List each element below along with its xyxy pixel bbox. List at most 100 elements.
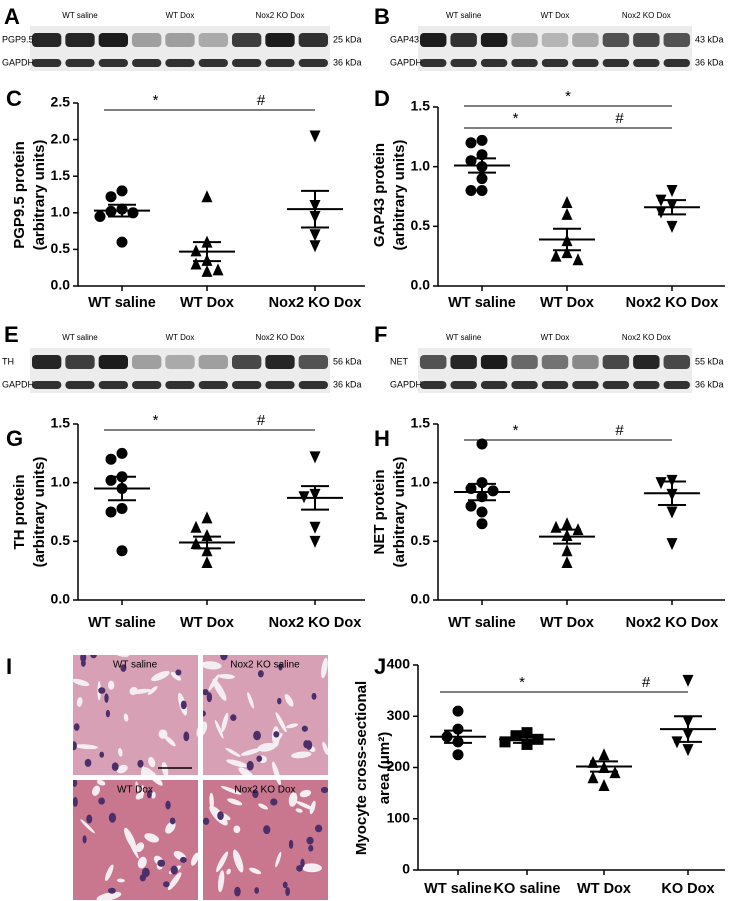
nucleus — [311, 692, 317, 700]
blot-group-label: WT Dox — [541, 333, 570, 342]
panel-letter: I — [6, 654, 12, 679]
data-point — [561, 555, 573, 568]
interstitial-space — [170, 671, 182, 681]
data-point — [476, 438, 488, 450]
blot-band — [132, 381, 162, 389]
data-point — [201, 528, 213, 541]
interstitial-space — [116, 878, 125, 883]
nucleus — [170, 865, 178, 875]
data-point — [105, 453, 117, 465]
y-tick-label: 2.0 — [51, 130, 71, 146]
x-tick-label: KO Dox — [661, 881, 714, 897]
blot-band — [32, 59, 62, 67]
panel-letter: E — [4, 322, 19, 347]
x-tick-label: WT Dox — [577, 881, 631, 897]
significance-mark: # — [615, 422, 624, 439]
nucleus — [157, 859, 166, 867]
blot-band — [480, 381, 508, 389]
blot-band — [420, 381, 447, 389]
x-tick-label: WT saline — [88, 295, 156, 311]
error-bar — [193, 241, 221, 263]
significance-mark: * — [513, 110, 519, 127]
nucleus — [254, 887, 260, 894]
nucleus — [256, 755, 263, 762]
interstitial-space — [191, 852, 199, 866]
significance-mark: * — [519, 674, 525, 691]
blot-size-label: 25 kDa — [333, 34, 362, 44]
blot-band — [541, 33, 569, 47]
blot-band — [232, 381, 262, 389]
interstitial-space — [232, 849, 244, 873]
blot-band — [663, 381, 690, 389]
blot-size-label: 43 kDa — [695, 34, 724, 44]
data-point — [521, 727, 533, 739]
interstitial-space — [165, 821, 176, 834]
blot-band — [541, 381, 569, 389]
blot-band — [98, 59, 128, 67]
data-point — [201, 264, 213, 277]
blot-size-label: 36 kDa — [695, 57, 724, 67]
data-point — [309, 229, 321, 242]
interstitial-space — [151, 670, 170, 682]
blot-band — [572, 355, 599, 369]
nucleus — [183, 731, 190, 742]
data-point — [598, 778, 610, 791]
data-point — [682, 744, 694, 757]
nucleus — [252, 789, 259, 799]
blot-band — [265, 59, 295, 67]
blot-band — [420, 355, 447, 369]
nucleus — [296, 865, 303, 872]
blot-band — [132, 59, 162, 67]
nucleus — [137, 759, 144, 768]
blot-row-label: PGP9.5 — [2, 34, 34, 44]
significance-mark: * — [153, 412, 159, 429]
panel-letter: A — [4, 4, 20, 29]
y-axis-label: NET protein — [371, 470, 388, 555]
x-tick-label: WT saline — [424, 881, 492, 897]
blot-band — [165, 59, 195, 67]
nucleus — [230, 714, 237, 722]
y-axis-label: (arbitrary units) — [31, 457, 48, 568]
panel-letter: G — [6, 426, 23, 451]
blot-band — [232, 33, 262, 47]
interstitial-space — [161, 762, 169, 777]
x-tick-label: WT Dox — [180, 615, 234, 631]
nucleus — [234, 886, 241, 897]
blot-band — [132, 33, 162, 47]
blot-band — [98, 381, 128, 389]
blot-band — [198, 33, 228, 47]
data-point — [476, 477, 488, 489]
nucleus — [169, 817, 176, 825]
nucleus — [306, 836, 314, 845]
interstitial-space — [221, 712, 229, 733]
significance-mark: # — [257, 92, 266, 109]
data-point — [561, 195, 573, 208]
data-point — [201, 511, 213, 524]
y-tick-label: 0.5 — [411, 532, 431, 548]
blot-band — [450, 381, 477, 389]
nucleus — [257, 670, 264, 678]
x-tick-label: WT Dox — [540, 615, 594, 631]
blot-group-label: WT saline — [446, 333, 482, 342]
data-point — [666, 185, 678, 198]
interstitial-space — [275, 851, 282, 868]
data-point — [550, 249, 562, 262]
y-axis-label: (arbitrary units) — [31, 140, 48, 251]
y-axis-label: (arbitrary units) — [391, 140, 408, 251]
micrograph-group — [73, 655, 328, 900]
y-tick-label: 0.5 — [411, 217, 431, 233]
blot-band — [511, 381, 538, 389]
blot-band — [480, 33, 508, 47]
data-point — [561, 544, 573, 557]
blot-band — [450, 33, 477, 47]
error-bar — [658, 199, 686, 216]
blot-row-label: GAPDH — [2, 57, 34, 67]
blot-row-label: GAPDH — [390, 57, 422, 67]
interstitial-space — [233, 825, 241, 834]
blot-band — [265, 355, 295, 369]
interstitial-space — [144, 833, 159, 843]
data-point — [666, 538, 678, 551]
significance-mark: # — [257, 412, 266, 429]
error-bar — [193, 535, 221, 550]
y-tick-label: 2.5 — [51, 94, 71, 110]
